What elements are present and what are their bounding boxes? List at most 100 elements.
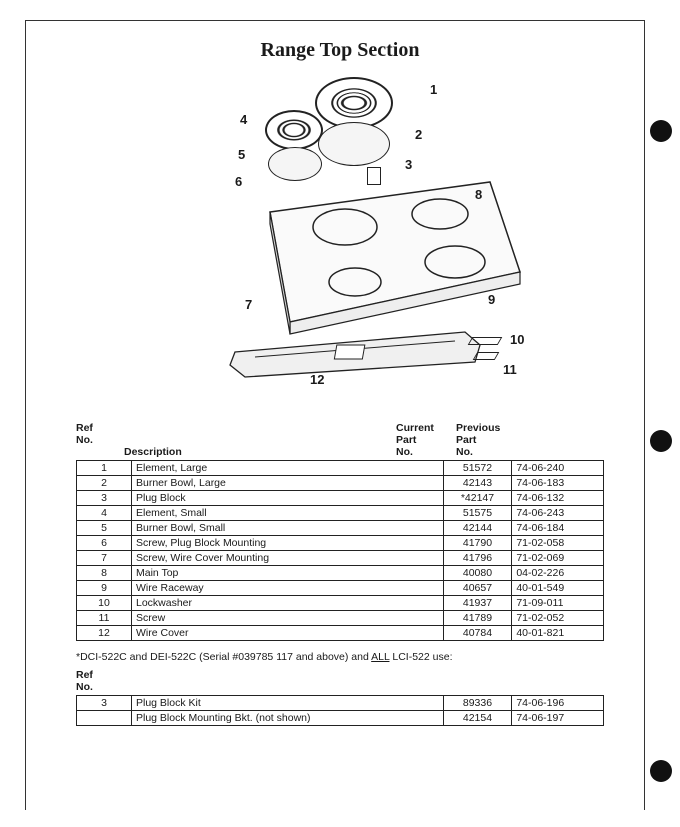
cell-prev: 71-09-011 bbox=[512, 596, 604, 611]
cell-desc: Plug Block Kit bbox=[131, 696, 443, 711]
cell-ref: 9 bbox=[77, 581, 132, 596]
note-underlined: ALL bbox=[371, 651, 389, 663]
table-row: 3Plug Block*4214774-06-132 bbox=[77, 491, 604, 506]
element-small bbox=[265, 110, 323, 150]
cell-cur: 42154 bbox=[443, 711, 512, 726]
punch-hole bbox=[650, 120, 672, 142]
callout-7: 7 bbox=[245, 297, 252, 312]
cell-cur: 41789 bbox=[443, 611, 512, 626]
callout-10: 10 bbox=[510, 332, 524, 347]
wire-raceway bbox=[225, 327, 505, 387]
cell-cur: 41937 bbox=[443, 596, 512, 611]
callout-9: 9 bbox=[488, 292, 495, 307]
cell-cur: 42144 bbox=[443, 521, 512, 536]
table-row: 1Element, Large5157274-06-240 bbox=[77, 461, 604, 476]
cell-cur: 89336 bbox=[443, 696, 512, 711]
parts-table: 1Element, Large5157274-06-2402Burner Bow… bbox=[76, 460, 604, 641]
table-row: 5Burner Bowl, Small4214474-06-184 bbox=[77, 521, 604, 536]
cell-cur: 40080 bbox=[443, 566, 512, 581]
page-title: Range Top Section bbox=[76, 39, 604, 62]
cell-prev: 71-02-052 bbox=[512, 611, 604, 626]
table-row: 11Screw4178971-02-052 bbox=[77, 611, 604, 626]
cell-prev: 74-06-243 bbox=[512, 506, 604, 521]
table-row: 6Screw, Plug Block Mounting4179071-02-05… bbox=[77, 536, 604, 551]
cell-cur: 51575 bbox=[443, 506, 512, 521]
cell-ref: 6 bbox=[77, 536, 132, 551]
punch-hole bbox=[650, 760, 672, 782]
cell-desc: Element, Large bbox=[131, 461, 443, 476]
header-ref: Ref No. bbox=[76, 422, 124, 458]
cell-desc: Plug Block Mounting Bkt. (not shown) bbox=[131, 711, 443, 726]
table-row: Plug Block Mounting Bkt. (not shown)4215… bbox=[77, 711, 604, 726]
cell-desc: Main Top bbox=[131, 566, 443, 581]
cell-desc: Burner Bowl, Small bbox=[131, 521, 443, 536]
punch-hole bbox=[650, 430, 672, 452]
header-current: Current Part No. bbox=[396, 422, 456, 458]
table-row: 8Main Top4008004-02-226 bbox=[77, 566, 604, 581]
parts-table-section: Ref No. Description Current Part No. Pre… bbox=[76, 422, 604, 726]
cell-prev: 74-06-184 bbox=[512, 521, 604, 536]
cell-desc: Screw, Wire Cover Mounting bbox=[131, 551, 443, 566]
callout-6: 6 bbox=[235, 174, 242, 189]
table-row: 4Element, Small5157574-06-243 bbox=[77, 506, 604, 521]
cell-ref: 12 bbox=[77, 626, 132, 641]
table-row: 2Burner Bowl, Large4214374-06-183 bbox=[77, 476, 604, 491]
cell-desc: Screw bbox=[131, 611, 443, 626]
cell-ref: 1 bbox=[77, 461, 132, 476]
table-row: 9Wire Raceway4065740-01-549 bbox=[77, 581, 604, 596]
note-suffix: LCI-522 use: bbox=[389, 651, 452, 663]
header-previous: Previous Part No. bbox=[456, 422, 536, 458]
cell-cur: 40657 bbox=[443, 581, 512, 596]
cell-prev: 04-02-226 bbox=[512, 566, 604, 581]
cell-ref: 7 bbox=[77, 551, 132, 566]
header-ref-2: Ref No. bbox=[76, 669, 604, 693]
table-header-row: Ref No. Description Current Part No. Pre… bbox=[76, 422, 604, 458]
cell-desc: Burner Bowl, Large bbox=[131, 476, 443, 491]
note-prefix: *DCI-522C and DEI-522C (Serial #039785 1… bbox=[76, 651, 371, 663]
cell-ref: 2 bbox=[77, 476, 132, 491]
page-frame: Range Top Section bbox=[25, 20, 645, 810]
cell-ref: 3 bbox=[77, 491, 132, 506]
cell-prev: 74-06-240 bbox=[512, 461, 604, 476]
cell-cur: 40784 bbox=[443, 626, 512, 641]
callout-1: 1 bbox=[430, 82, 437, 97]
cell-prev: 40-01-821 bbox=[512, 626, 604, 641]
cell-prev: 40-01-549 bbox=[512, 581, 604, 596]
callout-5: 5 bbox=[238, 147, 245, 162]
cell-ref: 5 bbox=[77, 521, 132, 536]
cell-desc: Lockwasher bbox=[131, 596, 443, 611]
screw bbox=[473, 352, 500, 360]
callout-12: 12 bbox=[310, 372, 324, 387]
table-row: 10Lockwasher4193771-09-011 bbox=[77, 596, 604, 611]
cell-prev: 74-06-132 bbox=[512, 491, 604, 506]
callout-11: 11 bbox=[503, 362, 517, 377]
cell-desc: Element, Small bbox=[131, 506, 443, 521]
cell-cur: 41790 bbox=[443, 536, 512, 551]
cell-prev: 74-06-183 bbox=[512, 476, 604, 491]
cell-cur: *42147 bbox=[443, 491, 512, 506]
cell-ref bbox=[77, 711, 132, 726]
callout-4: 4 bbox=[240, 112, 247, 127]
exploded-diagram: 1 2 3 4 5 6 7 8 9 10 11 12 bbox=[130, 72, 550, 392]
callout-3: 3 bbox=[405, 157, 412, 172]
cell-ref: 3 bbox=[77, 696, 132, 711]
cell-desc: Wire Raceway bbox=[131, 581, 443, 596]
table-row: 3Plug Block Kit8933674-06-196 bbox=[77, 696, 604, 711]
burner-bowl-large bbox=[318, 122, 390, 166]
table-row: 12Wire Cover4078440-01-821 bbox=[77, 626, 604, 641]
table-row: 7Screw, Wire Cover Mounting4179671-02-06… bbox=[77, 551, 604, 566]
cell-prev: 71-02-069 bbox=[512, 551, 604, 566]
lockwasher bbox=[468, 337, 503, 345]
cell-cur: 42143 bbox=[443, 476, 512, 491]
cell-desc: Plug Block bbox=[131, 491, 443, 506]
parts-table-2: 3Plug Block Kit8933674-06-196Plug Block … bbox=[76, 695, 604, 726]
cell-cur: 51572 bbox=[443, 461, 512, 476]
cell-prev: 74-06-197 bbox=[512, 711, 604, 726]
cell-desc: Screw, Plug Block Mounting bbox=[131, 536, 443, 551]
cell-ref: 11 bbox=[77, 611, 132, 626]
cell-ref: 4 bbox=[77, 506, 132, 521]
callout-2: 2 bbox=[415, 127, 422, 142]
cell-desc: Wire Cover bbox=[131, 626, 443, 641]
cell-prev: 74-06-196 bbox=[512, 696, 604, 711]
header-desc: Description bbox=[124, 422, 396, 458]
